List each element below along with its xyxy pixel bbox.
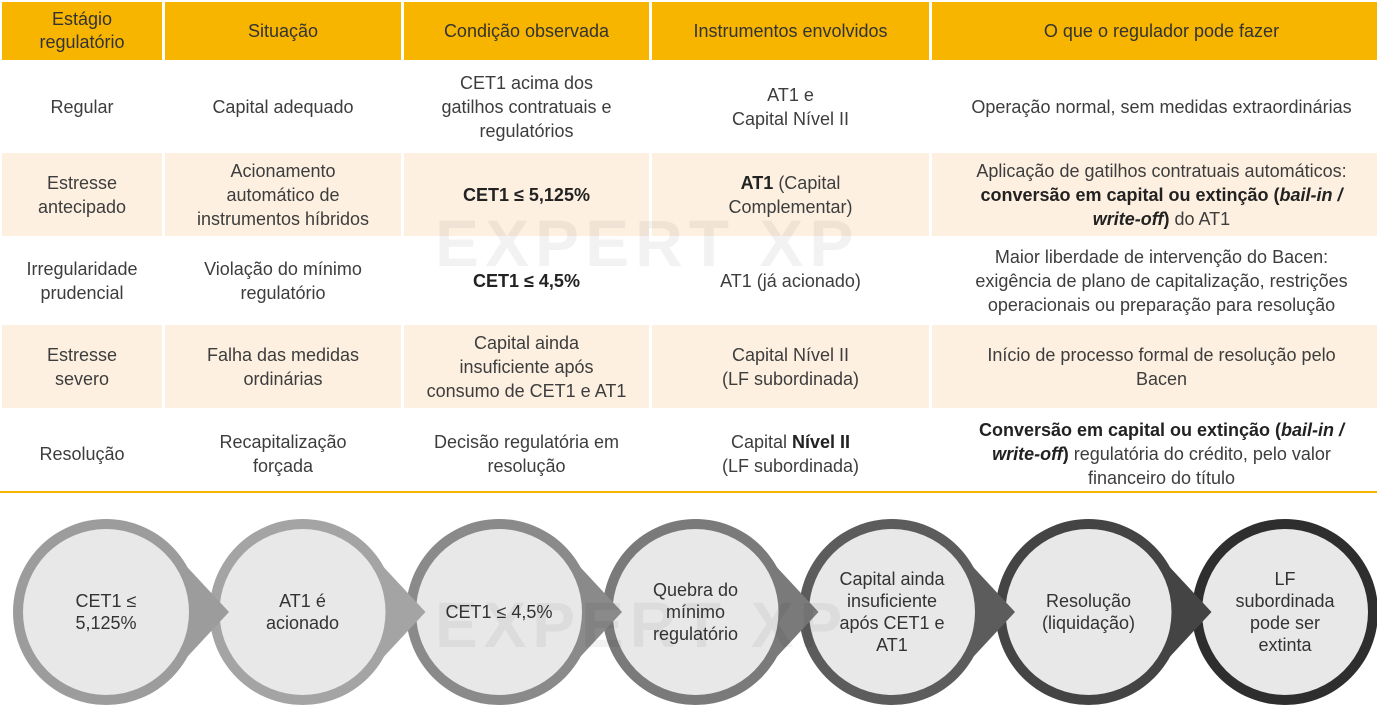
regulatory-stages-table: Estágio regulatório Situação Condição obs… (2, 2, 1377, 496)
flow-step-shape (406, 519, 622, 705)
flow-step-circle (612, 529, 779, 695)
table-row: Regular Capital adequado CET1 acima dos g… (2, 63, 1377, 150)
table-header-row: Estágio regulatório Situação Condição obs… (2, 2, 1377, 60)
header-regulator-action: O que o regulador pode fazer (932, 2, 1377, 60)
flow-step-circle (809, 529, 975, 695)
flow-step-label-line: CET1 ≤ 4,5% (445, 602, 553, 622)
flow-step-label-line: Resolução (1045, 591, 1132, 611)
cell-instruments: AT1 (já acionado) (652, 239, 929, 322)
flow-step-label-line: AT1 é (279, 591, 326, 611)
flow-step-shape (995, 519, 1212, 705)
cell-regulator-action: Maior liberdade de intervenção do Bacen:… (932, 239, 1377, 322)
flow-step-circle (219, 529, 386, 695)
flow-step-circle (23, 529, 189, 695)
flow-step-label: CET1 ≤ 4,5% (434, 515, 564, 709)
flow-step-circle (1202, 529, 1368, 695)
flow-step-label-line: extinta (1258, 635, 1312, 655)
cell-situation: Recapitalização forçada (165, 411, 401, 496)
flow-step-label: Capital ainda insuficiente após CET1 e AT1 (827, 515, 957, 709)
flow-step-label-line: acionado (265, 613, 340, 633)
table-row: Irregularidade prudencial Violação do mín… (2, 239, 1377, 322)
table-row: Estresse severo Falha das medidas ordinári… (2, 325, 1377, 408)
flow-step-label-line: regulatório (652, 624, 739, 644)
cell-stage: Estresse severo (2, 325, 162, 408)
cell-situation: Capital adequado (165, 63, 401, 150)
flow-step-label-line: CET1 ≤ (75, 591, 137, 611)
flow-step-label-line: após CET1 e (839, 613, 945, 633)
cell-stage: Estresse antecipado (2, 153, 162, 236)
cell-condition: CET1 ≤ 4,5% (404, 239, 649, 322)
flow-step-label-line: insuficiente (846, 591, 938, 611)
header-instruments: Instrumentos envolvidos (652, 2, 929, 60)
flow-step-shape (209, 519, 426, 705)
cell-condition: CET1 acima dos gatilhos contratuais e regu… (404, 63, 649, 150)
cell-regulator-action: Aplicação de gatilhos contratuais automá… (932, 153, 1377, 236)
flow-step-label: Resolução (liquidação) (1024, 515, 1154, 709)
flow-step-label: Quebra do mínimo regulatório (631, 515, 761, 709)
cell-regulator-action: Início de processo formal de resolução p… (932, 325, 1377, 408)
flow-step-label-line: pode ser (1249, 613, 1321, 633)
header-situation: Situação (165, 2, 401, 60)
flow-step-shape (1192, 519, 1377, 705)
cell-stage: Irregularidade prudencial (2, 239, 162, 322)
flow-step-label-line: subordinada (1235, 591, 1335, 611)
section-divider (0, 491, 1377, 493)
flow-step-circle (416, 529, 582, 695)
cell-condition: CET1 ≤ 5,125% (404, 153, 649, 236)
cell-situation: Falha das medidas ordinárias (165, 325, 401, 408)
header-stage: Estágio regulatório (2, 2, 162, 60)
cell-condition: Decisão regulatória em resolução (404, 411, 649, 496)
escalation-flow-diagram: CET1 ≤5,125% AT1 é acionado CET1 ≤ 4,5% Queb… (0, 515, 1377, 709)
flow-step-label-line: LF (1274, 569, 1296, 589)
flow-shapes (13, 519, 1377, 705)
flow-step-shape (602, 519, 819, 705)
cell-condition: Capital ainda insuficiente após consumo de… (404, 325, 649, 408)
flow-step-label-line: Quebra do (652, 580, 739, 600)
table-row: Estresse antecipado Acionamento automático… (2, 153, 1377, 236)
cell-instruments: AT1 e Capital Nível II (652, 63, 929, 150)
cell-regulator-action: Operação normal, sem medidas extraordiná… (932, 63, 1377, 150)
flow-step-shape (799, 519, 1015, 705)
flow-step-label: LF subordinada pode ser extinta (1220, 515, 1350, 709)
cell-instruments: Capital Nível II (LF subordinada) (652, 325, 929, 408)
stages-table-container: Estágio regulatório Situação Condição obs… (2, 2, 1377, 496)
flow-step-label: AT1 é acionado (238, 515, 368, 709)
flow-step-circle (1005, 529, 1172, 695)
flow-step-shape (13, 519, 229, 705)
header-condition: Condição observada (404, 2, 649, 60)
cell-instruments: Capital Nível II (LF subordinada) (652, 411, 929, 496)
flow-step-label-line: Capital ainda (839, 569, 945, 589)
flow-step-label-line: (liquidação) (1041, 613, 1136, 633)
cell-stage: Regular (2, 63, 162, 150)
cell-instruments: AT1 (Capital Complementar) (652, 153, 929, 236)
flow-step-label: CET1 ≤5,125% (41, 515, 171, 709)
table-row: Resolução Recapitalização forçada Decisão… (2, 411, 1377, 496)
flow-step-label-line: 5,125% (75, 613, 137, 633)
cell-situation: Acionamento automático de instrumentos híb… (165, 153, 401, 236)
flow-step-label-line: AT1 (876, 635, 908, 655)
flow-step-label-line: mínimo (665, 602, 725, 622)
cell-stage: Resolução (2, 411, 162, 496)
cell-situation: Violação do mínimo regulatório (165, 239, 401, 322)
cell-regulator-action: Conversão em capital ou extinção (bail-i… (932, 411, 1377, 496)
